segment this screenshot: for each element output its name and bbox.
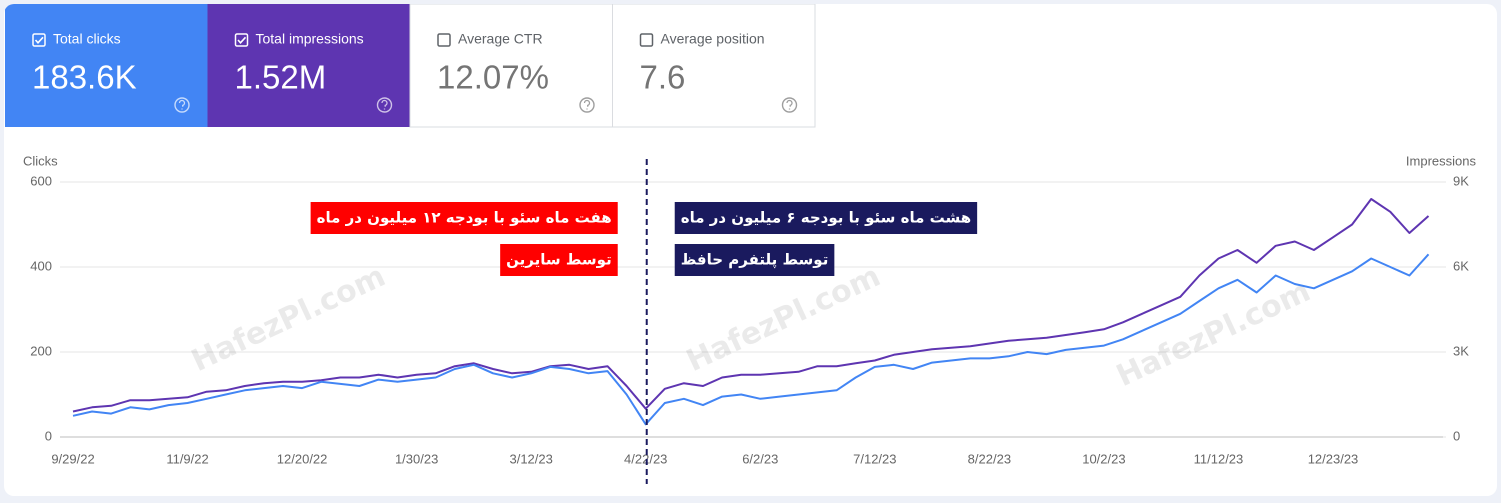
x-tick-label: 12/20/22 — [277, 451, 328, 466]
metric-value: 183.6K — [32, 59, 137, 96]
x-tick-label: 6/2/23 — [742, 451, 778, 466]
watermark: HafezPl.com — [681, 259, 886, 379]
y2-tick-label: 3K — [1453, 343, 1469, 358]
metric-card[interactable]: Average position 7.6 — [612, 4, 816, 128]
card-bg — [5, 4, 208, 127]
help-icon[interactable] — [579, 97, 595, 113]
checkbox[interactable] — [639, 33, 654, 47]
metric-card[interactable]: Average CTR 12.07% — [409, 4, 613, 128]
checkmark — [34, 36, 44, 44]
y-tick-label: 400 — [30, 258, 52, 273]
annotation-box — [674, 244, 835, 276]
y-tick-label: 600 — [30, 173, 52, 188]
x-tick-label: 10/2/23 — [1082, 451, 1125, 466]
series-line — [72, 253, 1430, 426]
help-mark — [786, 99, 793, 110]
metric-label: Total impressions — [256, 31, 364, 47]
x-tick-label: 1/30/23 — [395, 451, 438, 466]
help-icon[interactable] — [376, 97, 393, 113]
x-tick-label: 11/12/23 — [1194, 451, 1244, 466]
watermark: HafezPl.com — [186, 259, 391, 379]
y2-tick-label: 9K — [1453, 173, 1469, 188]
annotation-text: هفت ماه سئو با بودجه ۱۲ میلیون در ماه — [317, 209, 612, 227]
x-tick-label: 8/22/23 — [968, 451, 1011, 466]
performance-panel: Total clicks 183.6K Total impressions 1.52M… — [5, 4, 1477, 484]
annotation-box — [674, 202, 978, 234]
x-tick-label: 7/12/23 — [853, 451, 896, 466]
x-tick-label: 9/29/22 — [51, 451, 94, 466]
checkmark — [237, 36, 247, 44]
card-bg — [612, 4, 816, 128]
y2-tick-label: 0 — [1453, 428, 1460, 443]
metric-value: 7.6 — [640, 59, 686, 96]
metric-card[interactable]: Total impressions 1.52M — [207, 4, 411, 127]
checkbox[interactable] — [437, 33, 451, 47]
x-tick-label: 12/23/23 — [1308, 451, 1359, 466]
x-tick-label: 3/12/23 — [509, 451, 552, 466]
y-tick-label: 0 — [45, 428, 52, 443]
y-axis-title: Clicks — [23, 153, 58, 168]
x-tick-label: 4/22/23 — [624, 451, 667, 466]
annotation-box — [310, 202, 618, 234]
panel: Total clicks 183.6K Total impressions 1.52M… — [4, 4, 1497, 496]
annotation-text: هشت ماه سئو با بودجه ۶ میلیون در ماه — [681, 209, 971, 227]
x-tick-label: 11/9/22 — [166, 451, 208, 466]
y2-tick-label: 6K — [1453, 258, 1469, 273]
series-line — [72, 198, 1430, 413]
metric-value: 12.07% — [437, 59, 549, 96]
help-mark — [381, 99, 388, 110]
metric-label: Average CTR — [458, 31, 543, 47]
help-icon[interactable] — [174, 97, 190, 113]
help-mark — [583, 99, 591, 110]
metric-card[interactable]: Total clicks 183.6K — [5, 4, 208, 127]
checkbox[interactable] — [32, 33, 46, 47]
annotation-text: توسط پلتفرم حافظ — [681, 251, 829, 270]
help-mark — [178, 99, 186, 110]
metric-value: 1.52M — [235, 59, 327, 96]
y2-axis-title: Impressions — [1406, 153, 1477, 168]
annotation-text: توسط سایرین — [506, 251, 612, 269]
help-icon[interactable] — [781, 97, 798, 113]
metric-label: Total clicks — [53, 31, 121, 47]
annotation-box — [500, 244, 618, 276]
metric-label: Average position — [661, 31, 765, 47]
y-tick-label: 200 — [30, 343, 52, 358]
card-bg — [409, 4, 613, 128]
checkbox[interactable] — [234, 33, 249, 47]
card-bg — [207, 4, 410, 127]
